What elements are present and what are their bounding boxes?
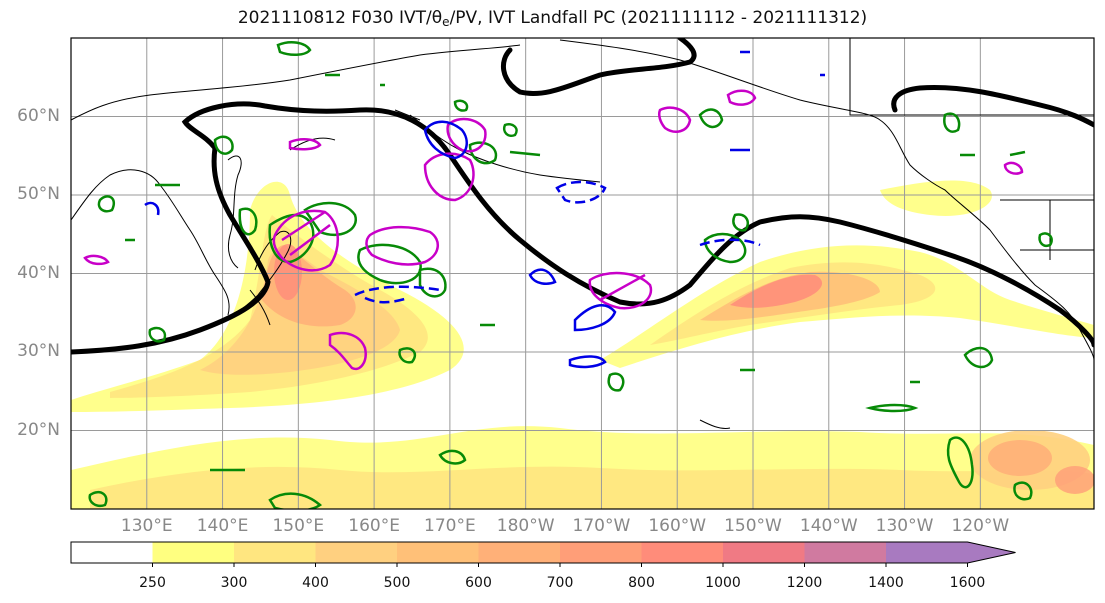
map-frame xyxy=(70,37,1095,510)
lat-tick-label: 40°N xyxy=(17,262,60,283)
map-title: 2021110812 F030 IVT/θe/PV, IVT Landfall … xyxy=(0,8,1105,29)
lon-tick-label: 140°W xyxy=(799,516,858,536)
colorbar xyxy=(70,541,1016,567)
landfall-pc-contour xyxy=(71,38,1094,355)
lon-tick-label: 130°W xyxy=(875,516,934,536)
colorbar-segment xyxy=(804,542,887,563)
colorbar-segment xyxy=(886,542,968,563)
colorbar-segment xyxy=(397,542,479,563)
lat-tick-label: 50°N xyxy=(17,184,60,204)
title-suffix: /PV, IVT Landfall PC (2021111112 - 20211… xyxy=(449,8,868,28)
colorbar-segment xyxy=(478,542,561,563)
colorbar-tick-label: 300 xyxy=(220,575,248,591)
lon-tick-label: 120°W xyxy=(951,516,1010,536)
colorbar-tick-label: 1400 xyxy=(868,575,904,591)
colorbar-segment xyxy=(723,542,805,563)
lat-tick-label: 60°N xyxy=(17,105,60,126)
colorbar-segment xyxy=(560,542,642,563)
lon-tick-label: 160°E xyxy=(348,516,400,536)
colorbar-segment xyxy=(71,542,153,563)
colorbar-segment xyxy=(641,542,724,563)
colorbar-frame xyxy=(70,541,1016,564)
colorbar-tick-label: 800 xyxy=(628,575,655,591)
colorbar-extend-arrow xyxy=(967,542,1016,563)
gridlines xyxy=(71,38,1094,509)
lon-tick-label: 160°W xyxy=(648,516,707,536)
colorbar-tick-label: 1000 xyxy=(705,575,741,591)
colorbar-tick-label: 600 xyxy=(465,575,492,591)
lon-tick-label: 170°E xyxy=(424,516,476,536)
colorbar-tick-label: 500 xyxy=(383,575,411,591)
lon-tick-label: 140°E xyxy=(196,516,249,536)
colorbar-tick-label: 1200 xyxy=(786,575,823,591)
title-prefix: 2021110812 F030 IVT/ xyxy=(237,8,432,28)
lon-tick-label: 150°E xyxy=(272,516,325,536)
title-theta-sub: e xyxy=(442,15,450,29)
lat-tick-label: 20°N xyxy=(17,419,60,440)
lon-tick-label: 150°W xyxy=(724,516,782,536)
lon-tick-label: 180°W xyxy=(496,516,555,536)
blue-contours xyxy=(144,50,825,369)
lon-tick-label: 130°E xyxy=(120,516,173,536)
lon-tick-label: 170°W xyxy=(572,516,631,536)
colorbar-segment xyxy=(152,542,235,563)
colorbar-segment xyxy=(315,542,398,563)
title-theta: θ xyxy=(431,8,443,28)
colorbar-tick-label: 400 xyxy=(302,575,329,591)
colorbar-segment xyxy=(234,542,316,563)
lat-tick-label: 30°N xyxy=(17,341,60,361)
colorbar-tick-label: 1600 xyxy=(949,575,986,591)
colorbar-tick-label: 250 xyxy=(139,575,166,591)
colorbar-tick-label: 700 xyxy=(546,575,574,591)
